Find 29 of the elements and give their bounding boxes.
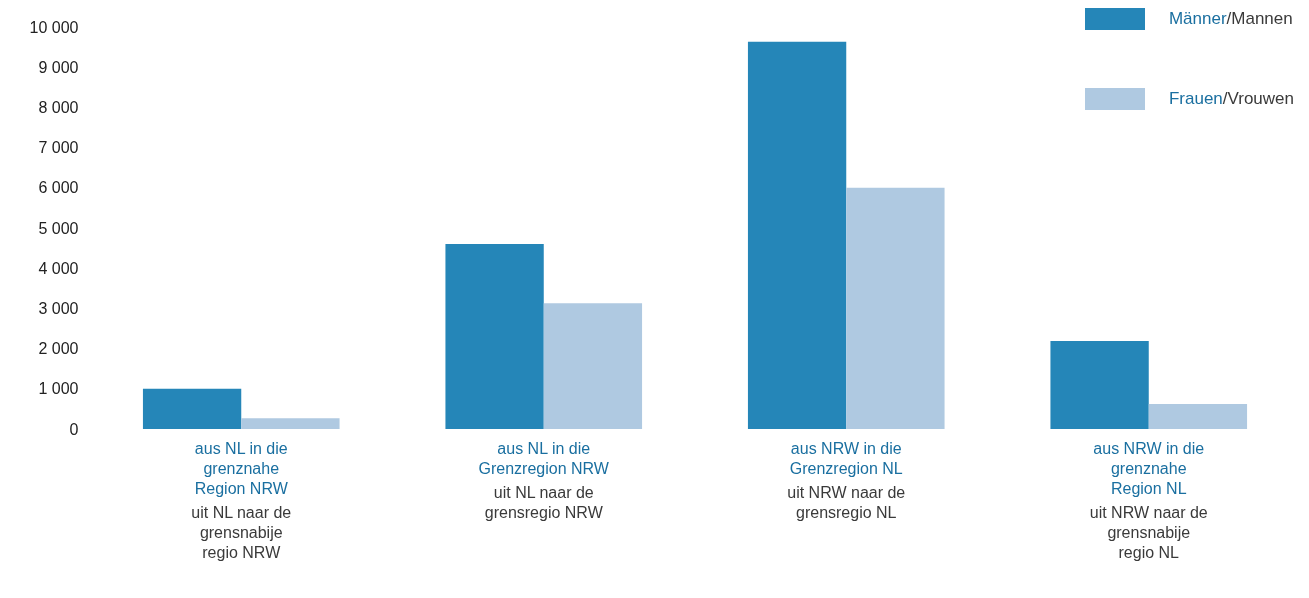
bar (846, 187, 945, 429)
bar (1148, 404, 1248, 429)
legend-label: Frauen/Vrouwen (1168, 89, 1294, 109)
y-tick-label: 8 000 (38, 98, 79, 116)
y-tick-label: 9 000 (38, 58, 79, 76)
y-tick-label: 4 000 (38, 259, 79, 277)
y-tick-label: 10 000 (29, 18, 79, 36)
y-tick-label: 2 000 (38, 340, 79, 358)
text: uit NL naar de grensnabije regio NRW (191, 504, 292, 561)
y-tick-label: 1 000 (38, 380, 79, 398)
bar (142, 388, 242, 429)
y-tick-label: 3 000 (38, 299, 79, 317)
text: uit NL naar de grensregio NRW (484, 484, 604, 521)
y-tick-label: 7 000 (38, 139, 79, 157)
x-tick-label: aus NRW in die Grenzregion NL (789, 440, 903, 477)
y-tick-label: 5 000 (38, 219, 79, 237)
x-tick-label: aus NL in die Grenzregion NRW (478, 440, 610, 477)
text: uit NRW naar de grensnabije regio NL (1089, 504, 1208, 561)
bar (445, 244, 544, 429)
text: uit NRW naar de grensregio NL (787, 484, 906, 521)
bar (241, 418, 340, 429)
y-tick-label: 0 (69, 420, 79, 438)
legend-label: Männer/Mannen (1168, 9, 1293, 29)
bar (1050, 340, 1149, 429)
bar (747, 41, 847, 429)
x-tick-label: aus NL in die grenznahe Region NRW (194, 440, 289, 497)
bar (543, 303, 643, 429)
x-tick-label: aus NRW in die grenznahe Region NL (1093, 440, 1205, 497)
y-tick-label: 6 000 (38, 179, 79, 197)
